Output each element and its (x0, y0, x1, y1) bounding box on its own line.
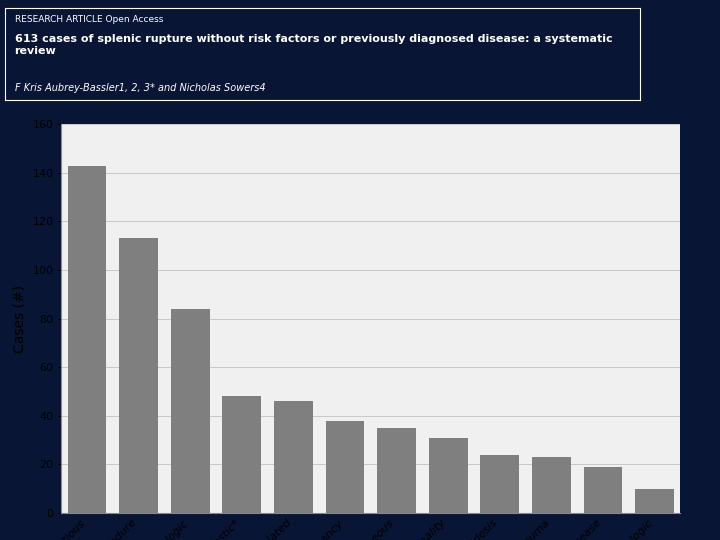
Bar (429, 437, 467, 513)
Bar (480, 455, 519, 513)
Bar (68, 165, 107, 513)
Bar (584, 467, 622, 513)
Bar (120, 238, 158, 513)
Bar (171, 309, 210, 513)
Bar (222, 396, 261, 513)
Y-axis label: Cases (#): Cases (#) (13, 285, 27, 353)
Bar (377, 428, 416, 513)
Bar (532, 457, 571, 513)
Bar (635, 489, 674, 513)
Bar (325, 421, 364, 513)
Bar (274, 401, 312, 513)
Text: 613 cases of splenic rupture without risk factors or previously diagnosed diseas: 613 cases of splenic rupture without ris… (14, 34, 612, 56)
Text: RESEARCH ARTICLE Open Access: RESEARCH ARTICLE Open Access (14, 15, 163, 24)
Text: F Kris Aubrey-Bassler1, 2, 3* and Nicholas Sowers4: F Kris Aubrey-Bassler1, 2, 3* and Nichol… (14, 84, 265, 93)
